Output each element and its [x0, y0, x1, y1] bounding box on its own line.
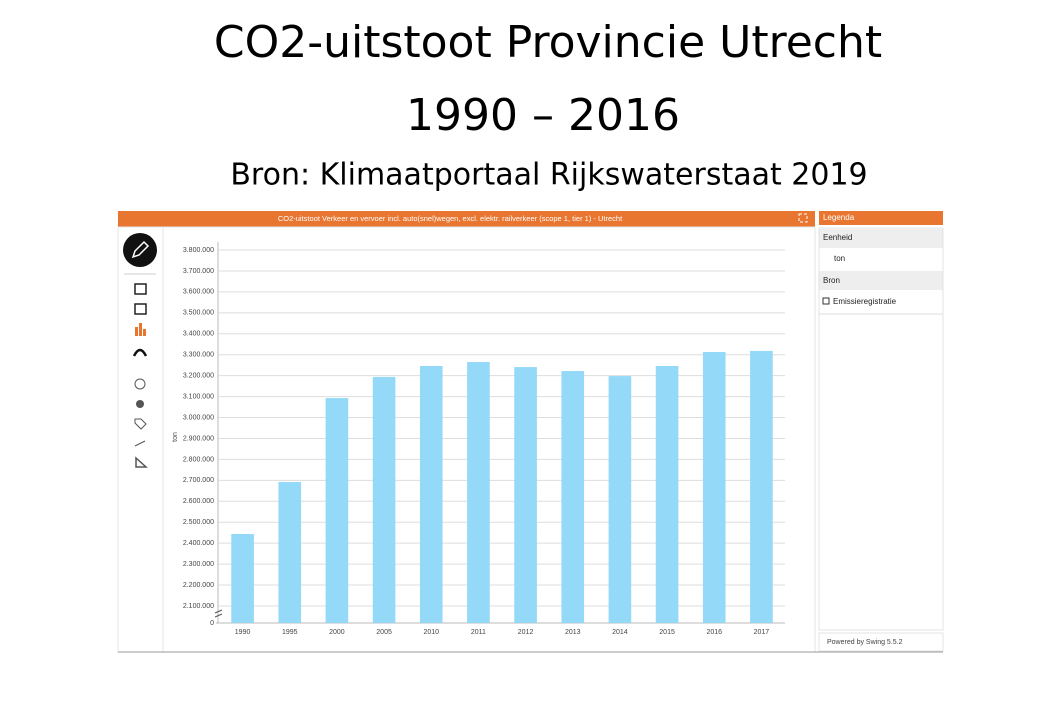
chart-header: [118, 211, 815, 227]
legend-title: Legenda: [823, 213, 855, 222]
y-tick-label: 3.300.000: [183, 352, 214, 359]
y-tick-label: 3.200.000: [183, 372, 214, 379]
y-tick-label: 2.100.000: [183, 603, 214, 610]
legend-frame: [818, 227, 944, 631]
table-button[interactable]: [134, 283, 147, 295]
unit-header-text: Eenheid: [823, 233, 852, 242]
toolbar: [123, 233, 157, 468]
x-tick-label: 1990: [235, 629, 251, 636]
y-tick-label: 2.700.000: [183, 477, 214, 484]
bar: [325, 398, 349, 623]
palette-button[interactable]: [134, 378, 146, 390]
x-tick-label: 1995: [282, 629, 298, 636]
bar-chart-button[interactable]: [135, 323, 146, 336]
y-tick-label: 3.000.000: [183, 414, 214, 421]
fullscreen-button[interactable]: [798, 213, 808, 223]
y-tick-label: 2.400.000: [183, 540, 214, 547]
pencil-icon: [131, 240, 150, 259]
y-tick-label: 2.200.000: [183, 582, 214, 589]
legend-header: [819, 211, 943, 225]
y-tick-label: 3.600.000: [183, 289, 214, 296]
slide-title: CO2-uitstoot Provincie Utrecht: [214, 17, 882, 68]
x-tick-label: 2000: [329, 629, 345, 636]
y-tick-label: 3.100.000: [183, 393, 214, 400]
bar: [278, 482, 302, 623]
bar: [561, 371, 585, 623]
x-tick-label: 2005: [376, 629, 392, 636]
y-tick-label: 3.700.000: [183, 268, 214, 275]
bar: [231, 533, 254, 623]
unit-text: ton: [834, 254, 845, 263]
x-tick-label: 2010: [423, 629, 439, 636]
y-tick-label: 2.800.000: [183, 456, 214, 463]
legend-panel: Legenda Eenheid ton Bron Emissieregistra…: [818, 211, 944, 652]
y-tick-label: 3.500.000: [183, 310, 214, 317]
source-text[interactable]: Emissieregistratie: [833, 297, 897, 306]
x-tick-label: 2014: [612, 629, 628, 636]
source-header: [819, 271, 943, 290]
unit-header: [819, 229, 943, 248]
settings-button[interactable]: [136, 400, 144, 408]
y-tick-label: 2.600.000: [183, 498, 214, 505]
table2-button[interactable]: [134, 303, 147, 315]
x-tick-label: 2016: [706, 629, 722, 636]
source-icon: [822, 297, 830, 305]
line-button[interactable]: [134, 440, 146, 447]
x-tick-label: 2011: [471, 629, 486, 636]
edit-button[interactable]: [123, 233, 157, 267]
y-tick-label: 3.800.000: [183, 247, 214, 254]
bar: [655, 366, 679, 623]
bar: [514, 367, 537, 623]
bar: [419, 366, 443, 623]
x-tick-label: 2017: [754, 629, 770, 636]
line-chart-button[interactable]: [132, 348, 148, 357]
axis-break: [214, 609, 223, 618]
slide-subtitle: 1990 – 2016: [406, 90, 680, 141]
y-tick-label: 2.300.000: [183, 561, 214, 568]
bar: [750, 350, 773, 623]
y-tick-label: 2.900.000: [183, 435, 214, 442]
y-axis-label: ton: [172, 432, 179, 442]
bar: [467, 362, 490, 623]
source-header-text: Bron: [823, 276, 840, 285]
footer-text: Powered by Swing 5.5.2: [827, 639, 903, 646]
y-tick-label: 0: [210, 620, 214, 627]
x-tick-label: 2012: [518, 629, 534, 636]
footer-frame: [818, 632, 944, 652]
bar: [702, 351, 726, 623]
axis-button[interactable]: [135, 456, 148, 468]
x-tick-label: 2013: [565, 629, 581, 636]
bar: [372, 376, 396, 623]
y-tick-label: 3.400.000: [183, 331, 214, 338]
x-tick-label: 2015: [659, 629, 675, 636]
slide-source: Bron: Klimaatportaal Rijkswaterstaat 201…: [230, 158, 867, 193]
label-button[interactable]: [134, 418, 147, 430]
bar: [608, 376, 632, 623]
chart-title: CO2-uitstoot Verkeer en vervoer incl. au…: [278, 214, 623, 223]
y-tick-label: 2.500.000: [183, 519, 214, 526]
